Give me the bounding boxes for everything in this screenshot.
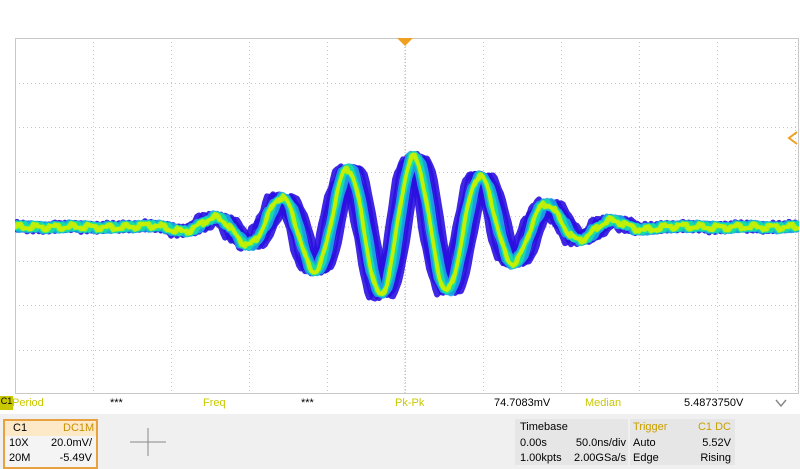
- waveform-display[interactable]: [15, 38, 799, 394]
- timebase-rate: 2.00GSa/s: [574, 452, 626, 464]
- channel-name: C1: [13, 422, 28, 434]
- channel-scale: 20.0mV/: [51, 437, 92, 449]
- trigger-slope: Rising: [700, 452, 731, 464]
- timebase-box[interactable]: Timebase 0.00s 50.0ns/div 1.00kpts 2.00G…: [515, 419, 628, 465]
- channel-marker: C1: [0, 396, 13, 410]
- timebase-delay: 0.00s: [520, 437, 547, 449]
- chevron-down-icon[interactable]: [774, 398, 788, 408]
- channel-bandwidth: 20M: [9, 452, 31, 464]
- status-panel: C1 DC1M 10X 20.0mV/ 20M -5.49V Timebase …: [0, 414, 800, 469]
- timebase-scale: 50.0ns/div: [575, 437, 626, 449]
- channel-offset: -5.49V: [59, 452, 92, 464]
- trigger-source: C1 DC: [697, 421, 731, 433]
- trigger-title: Trigger: [633, 421, 668, 433]
- measure-value-pkpk: 74.7083mV: [494, 397, 551, 409]
- measure-label-median: Median: [585, 397, 622, 409]
- measure-label-pkpk: Pk-Pk: [395, 397, 425, 409]
- measure-value-freq: ***: [301, 397, 314, 409]
- chevron-left-icon: [787, 131, 798, 145]
- trigger-level: 5.52V: [702, 437, 731, 449]
- measure-value-period: ***: [110, 397, 123, 409]
- measurement-bar: C1 Period *** Freq *** Pk-Pk 74.7083mV M…: [0, 394, 800, 414]
- trigger-type: Edge: [633, 452, 659, 464]
- trigger-box[interactable]: Trigger C1 DC Auto 5.52V Edge Rising: [630, 419, 735, 465]
- channel-coupling: DC1M: [63, 422, 95, 434]
- channel-1-box[interactable]: C1 DC1M 10X 20.0mV/ 20M -5.49V: [3, 419, 98, 469]
- triangle-down-icon: [397, 38, 413, 46]
- channel-probe: 10X: [9, 437, 29, 449]
- timebase-title: Timebase: [520, 421, 568, 433]
- add-channel-icon[interactable]: [130, 428, 166, 456]
- measure-value-median: 5.4873750V: [684, 397, 744, 409]
- waveform-trace: [15, 152, 799, 296]
- measure-label-period: Period: [12, 397, 44, 409]
- measure-label-freq: Freq: [203, 397, 226, 409]
- timebase-points: 1.00kpts: [520, 452, 562, 464]
- waveform-canvas: [15, 38, 799, 394]
- trigger-mode: Auto: [633, 437, 656, 449]
